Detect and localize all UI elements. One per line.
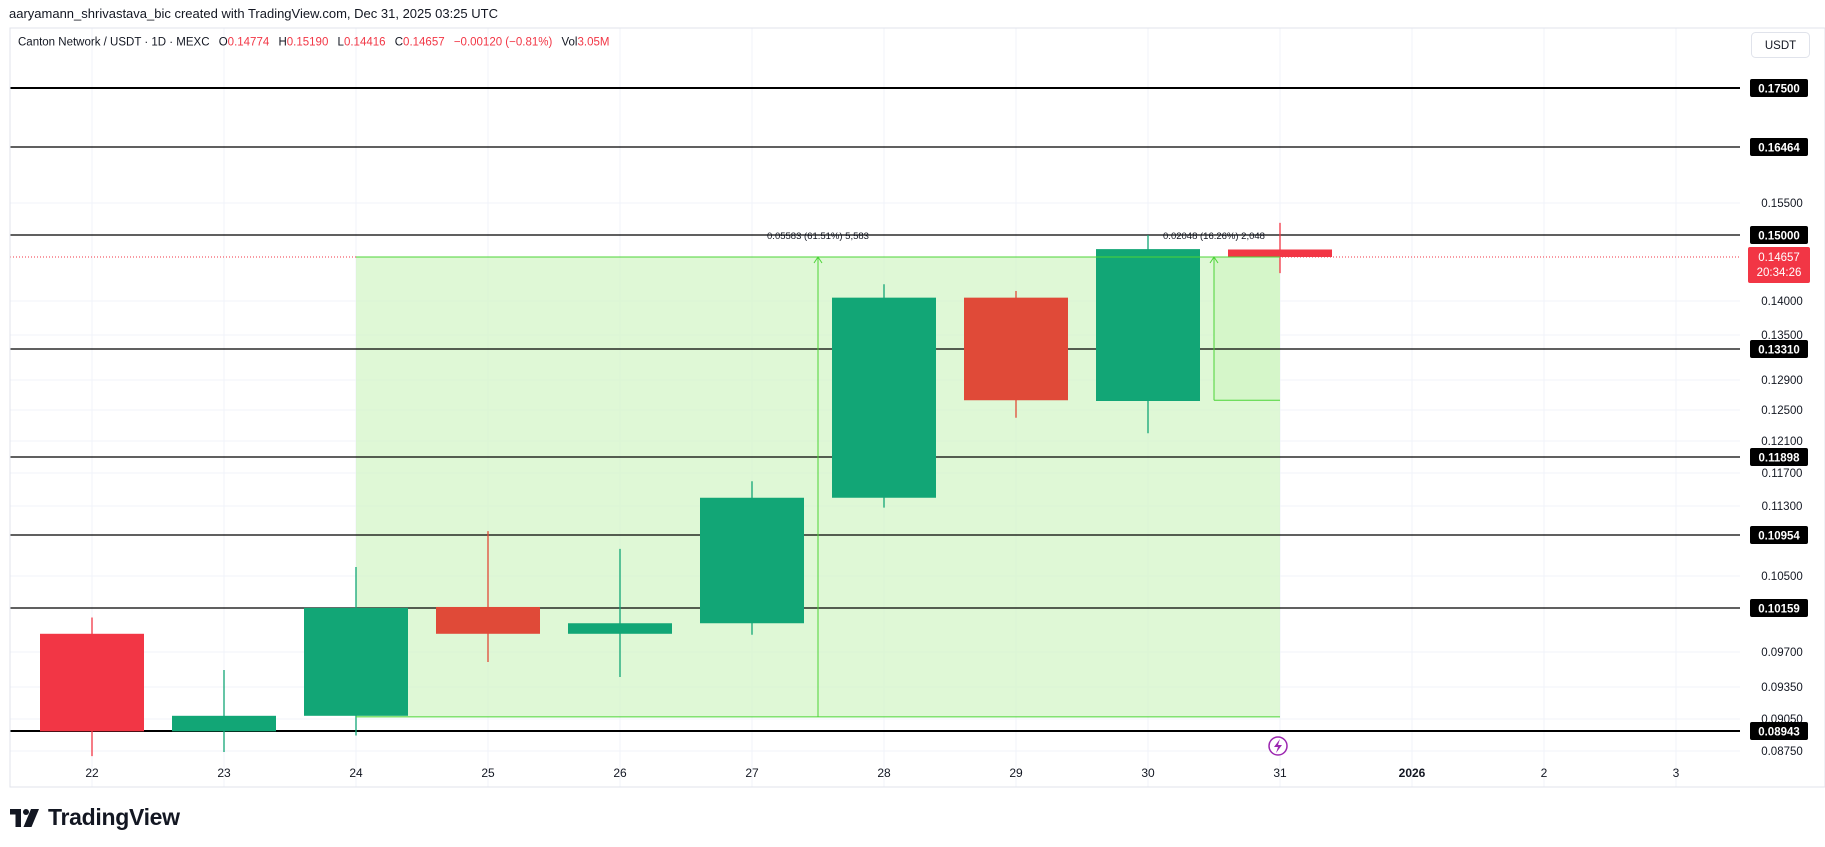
time-axis-label: 3	[1673, 766, 1680, 780]
attribution-text: aaryamann_shrivastava_bic created with T…	[9, 6, 498, 21]
level-badge	[1750, 79, 1808, 97]
measure-arrow-head	[1209, 256, 1219, 264]
candle-body	[1228, 249, 1332, 257]
level-badge	[1750, 722, 1808, 740]
measure-arrow-head	[813, 256, 823, 264]
current-price-badge	[1748, 247, 1810, 283]
price-chart[interactable]: 0.05583 (61.51%) 5,583 0.02048 (16.26%) 2…	[0, 0, 1825, 800]
price-axis-label: 0.09350	[1761, 682, 1803, 694]
event-lightning-icon[interactable]	[1268, 736, 1288, 756]
candle-body	[304, 607, 408, 716]
price-axis-label: 0.12100	[1761, 436, 1803, 448]
candle-body	[832, 297, 936, 498]
measure-label: 0.05583 (61.51%) 5,583	[767, 231, 869, 242]
level-badge-label: 0.15000	[1758, 231, 1800, 243]
level-badge	[1750, 448, 1808, 466]
level-badge-label: 0.13310	[1758, 345, 1800, 357]
candle-body	[568, 623, 672, 634]
level-badge	[1750, 599, 1808, 617]
candle-body	[1096, 249, 1200, 401]
time-axis-label: 26	[613, 766, 627, 780]
legend-high-label: H	[278, 37, 286, 49]
level-badge	[1750, 340, 1808, 358]
countdown-label: 20:34:26	[1757, 267, 1802, 279]
measure-area	[1214, 257, 1280, 401]
plot-border-rect	[9, 27, 1825, 788]
currency-label: USDT	[1765, 40, 1796, 52]
candle-body	[964, 297, 1068, 401]
level-badge-label: 0.11898	[1759, 453, 1801, 465]
legend-close-label: C	[395, 37, 403, 49]
legend-change: −0.00120 (−0.81%)	[454, 37, 553, 49]
chart-legend: Canton Network / USDT · 1D · MEXC O0.147…	[18, 37, 609, 49]
legend-symbol: Canton Network / USDT · 1D · MEXC	[18, 37, 210, 49]
current-price-label: 0.14657	[1758, 252, 1800, 264]
candle-body	[436, 606, 540, 634]
measure-overlays: 0.05583 (61.51%) 5,583 0.02048 (16.26%) 2…	[356, 231, 1280, 718]
time-axis-label: 29	[1009, 766, 1023, 780]
price-axis-label: 0.15500	[1761, 198, 1803, 210]
legend-open-value: 0.14774	[228, 37, 270, 49]
time-axis: 22 23 24 25 26 27 28 29 30 31 2026 2 3	[85, 766, 1679, 780]
time-axis-label: 25	[481, 766, 495, 780]
candle-body	[700, 497, 804, 624]
time-axis-label: 23	[217, 766, 231, 780]
price-axis-label: 0.13500	[1761, 330, 1803, 342]
price-axis-label: 0.12900	[1761, 375, 1803, 387]
price-axis-label: 0.10500	[1761, 571, 1803, 583]
price-axis: 0.15500 0.14000 0.13500 0.12900 0.12500 0.121…	[1748, 79, 1810, 758]
candles	[40, 222, 1332, 757]
legend-open-label: O	[219, 37, 228, 49]
price-axis-label: 0.14000	[1761, 296, 1803, 308]
time-axis-label: 2	[1541, 766, 1548, 780]
currency-button[interactable]: USDT	[1751, 32, 1810, 58]
level-badge-label: 0.10159	[1758, 604, 1800, 616]
price-axis-label: 0.09700	[1761, 647, 1803, 659]
price-axis-label: 0.08750	[1761, 746, 1803, 758]
time-axis-label: 22	[85, 766, 99, 780]
legend-vol-value: 3.05M	[578, 37, 610, 49]
plot-border	[9, 27, 1825, 788]
tradingview-logo-icon	[10, 808, 39, 827]
level-badge	[1750, 226, 1808, 244]
brand-name: TradingView	[48, 804, 180, 830]
time-axis-label: 31	[1273, 766, 1287, 780]
price-axis-label: 0.11300	[1762, 501, 1803, 513]
legend-low-value: 0.14416	[344, 37, 386, 49]
time-axis-label: 24	[349, 766, 363, 780]
price-axis-label: 0.12500	[1761, 405, 1803, 417]
level-badge	[1750, 526, 1808, 544]
time-axis-label: 2026	[1399, 766, 1426, 780]
time-axis-label: 30	[1141, 766, 1155, 780]
time-axis-label: 28	[877, 766, 891, 780]
level-badge-label: 0.08943	[1758, 727, 1800, 739]
time-axis-label: 27	[745, 766, 759, 780]
legend-low-label: L	[338, 37, 345, 49]
level-badge	[1750, 138, 1808, 156]
price-axis-label: 0.11700	[1762, 468, 1803, 480]
legend-high-value: 0.15190	[287, 37, 329, 49]
measure-label: 0.02048 (16.26%) 2,048	[1163, 231, 1265, 242]
legend-vol-label: Vol	[562, 37, 578, 49]
level-badge-label: 0.17500	[1758, 84, 1800, 96]
level-badge-label: 0.16464	[1758, 143, 1800, 155]
legend-close-value: 0.14657	[403, 37, 445, 49]
level-badge-label: 0.10954	[1758, 531, 1800, 543]
candle-body	[172, 715, 276, 732]
candle-body	[40, 633, 144, 732]
tradingview-logo: TradingView	[10, 804, 180, 831]
